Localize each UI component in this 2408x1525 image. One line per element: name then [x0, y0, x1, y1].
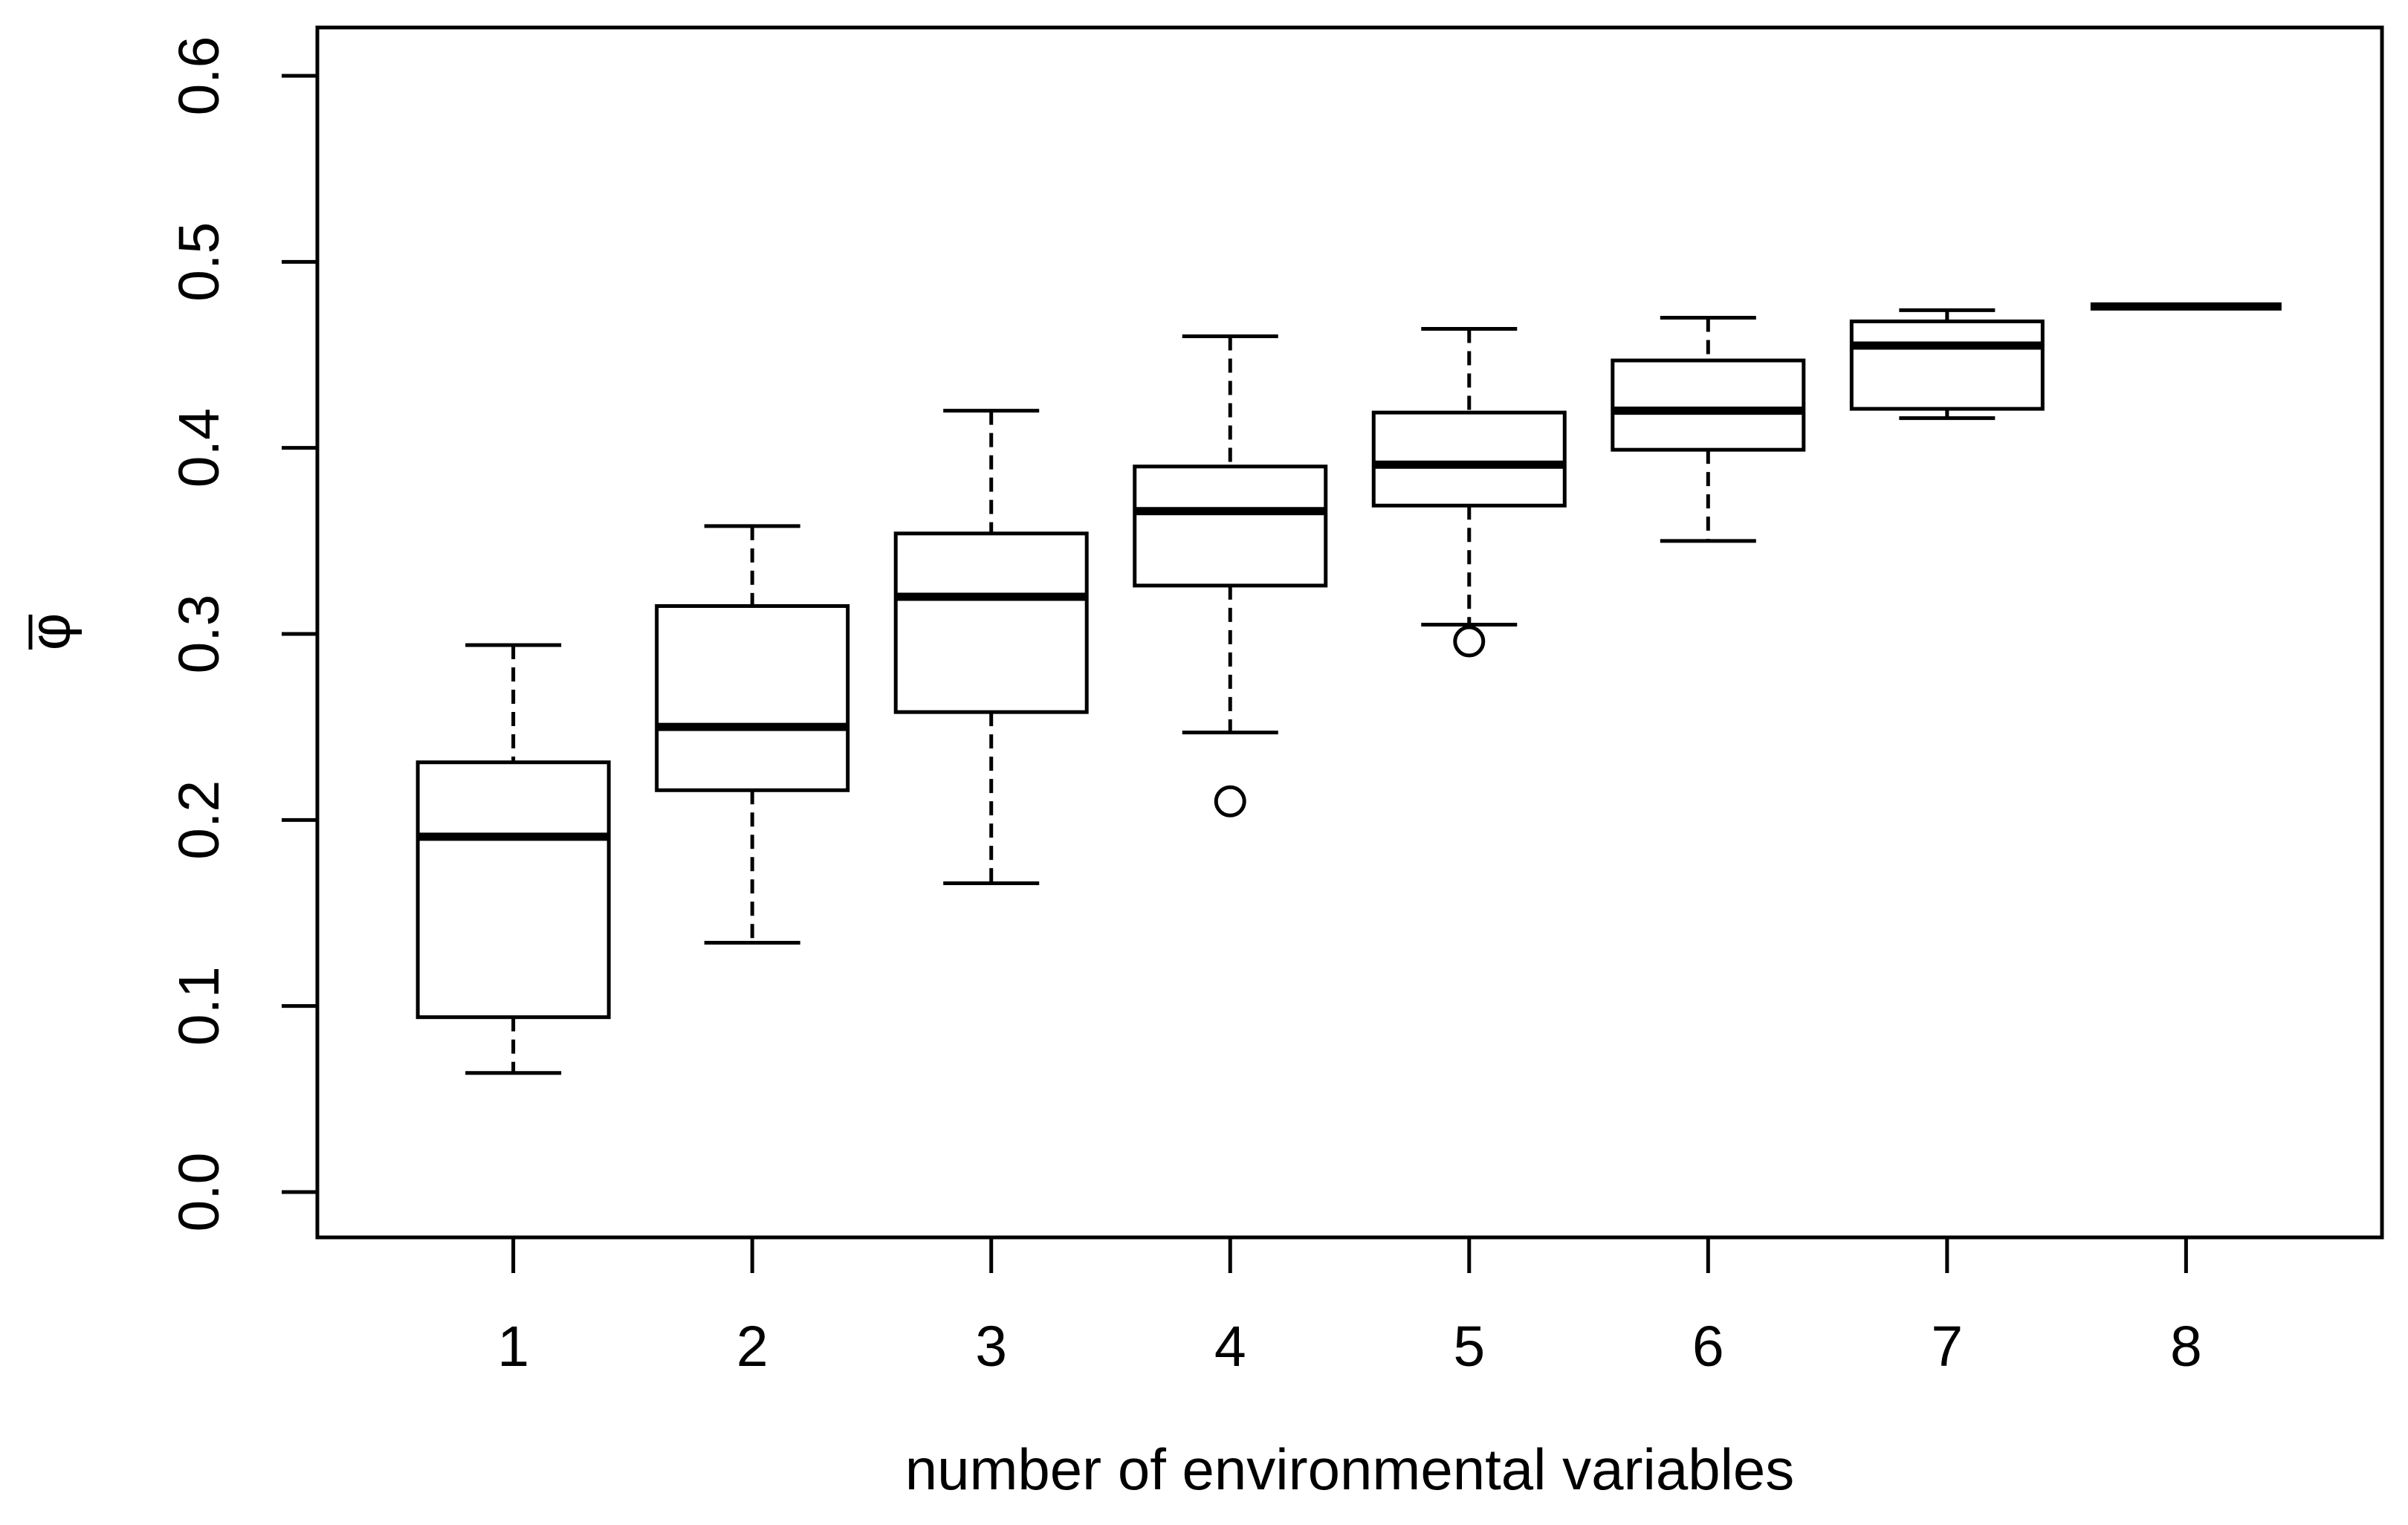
x-axis-tick-label: 5 [1453, 1315, 1485, 1379]
y-axis-tick-label: 0.4 [167, 408, 231, 488]
box-group-4 [1133, 334, 1328, 817]
y-axis-tick-label: 0.1 [167, 966, 231, 1046]
plot-frame [315, 25, 2384, 1240]
outlier-point [1453, 625, 1486, 658]
x-axis-tick-label: 3 [975, 1315, 1007, 1379]
box-group-5 [1371, 326, 1567, 658]
y-axis-tick-label: 0.6 [167, 36, 231, 115]
outlier-point [1214, 785, 1246, 817]
x-axis-tick-label: 8 [2170, 1315, 2202, 1379]
box-group-6 [1611, 315, 1806, 543]
y-axis-tick-label: 0.5 [167, 222, 231, 302]
x-axis: 1 2 3 4 5 6 7 8 [497, 1237, 2202, 1379]
y-axis: 0.0 0.1 0.2 0.3 0.4 0.5 0.6 [167, 36, 317, 1232]
plot-layer: 0.0 0.1 0.2 0.3 0.4 0.5 0.6 1 2 3 4 5 6 7 8 [28, 25, 2384, 1379]
y-axis-tick-label: 0.0 [167, 1152, 231, 1231]
x-axis-tick-label: 2 [737, 1315, 768, 1379]
y-axis-title: φ [17, 613, 82, 651]
box-iqr [893, 531, 1089, 714]
box-iqr [415, 760, 611, 1020]
box-iqr [1371, 410, 1567, 508]
box-iqr [1611, 358, 1806, 452]
x-axis-tick-label: 1 [497, 1315, 529, 1379]
x-axis-title: number of environmental variables [905, 1437, 1795, 1502]
box-group-3 [893, 409, 1089, 885]
x-axis-tick-label: 6 [1692, 1315, 1724, 1379]
box-iqr [1849, 319, 2045, 411]
y-axis-tick-label: 0.2 [167, 780, 231, 860]
box-group-1 [415, 643, 611, 1075]
box-iqr [1133, 464, 1328, 588]
box-iqr [655, 603, 850, 792]
box-group-7 [1849, 308, 2045, 421]
box-group-2 [655, 524, 850, 945]
x-axis-tick-label: 7 [1931, 1315, 1963, 1379]
x-axis-tick-label: 4 [1214, 1315, 1246, 1379]
y-axis-tick-label: 0.3 [167, 594, 231, 673]
